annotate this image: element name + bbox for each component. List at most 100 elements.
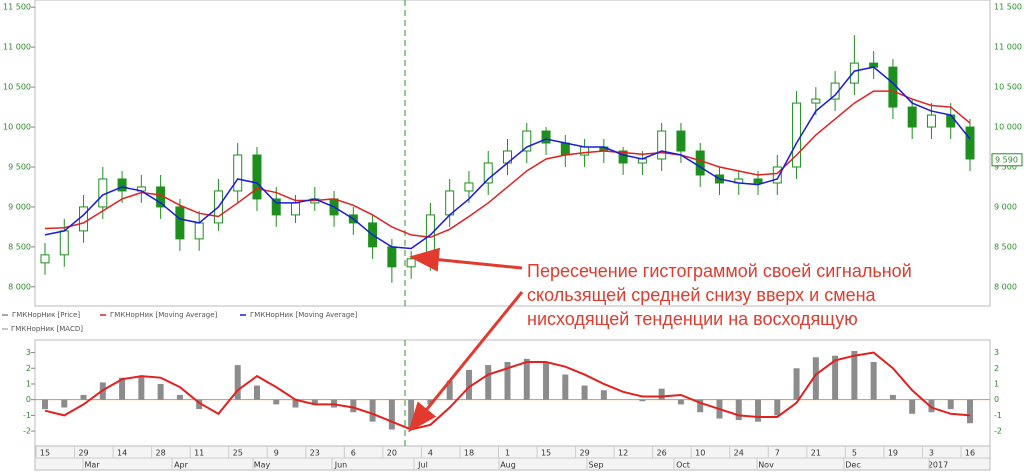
last-price-label: 9 590 [995,155,1018,164]
y-tick-label: 9 000 [8,202,31,211]
last-price-box [991,153,1023,167]
histogram-bar [967,399,973,424]
histogram-bar [465,369,472,400]
x-tick-label: 18 [464,449,474,458]
histogram-bar [292,399,299,408]
y-tick-label: 0 [26,395,31,404]
y-tick-label: 8 000 [8,282,31,291]
x-tick-label: 5 [852,449,857,458]
x-tick-label: 25 [233,449,243,458]
histogram-bar [80,394,87,400]
candle-body [522,130,532,152]
histogram-bar [61,399,68,408]
x-tick-label: 24 [734,449,744,458]
y-tick-label: 3 [26,348,31,357]
candle-body [849,62,859,84]
candle-body [387,246,397,268]
histogram-bar [253,385,260,400]
histogram-bar [273,399,280,405]
y-tick-label: 11 500 [994,3,1022,12]
x-tick-label: 29 [78,449,88,458]
candle-body [907,106,917,128]
moving-average [44,66,971,250]
histogram-bar [119,377,126,400]
y-tick-label: -2 [994,427,1002,436]
x-tick-label: 14 [117,449,127,458]
histogram-bar [658,388,665,400]
histogram-bar [870,361,877,400]
histogram-bar [523,358,530,400]
y-tick-label: 2 [994,364,999,373]
candle-body [772,166,782,184]
x-tick-label: 11 [194,449,204,458]
candle-body [40,254,50,264]
candle-body [194,222,204,240]
candle-body [117,178,127,192]
month-label: Sep [588,461,603,470]
histogram-bar [581,385,588,400]
candle-body [464,182,474,192]
candle-body [271,198,281,216]
x-tick-label: 21 [811,449,821,458]
histogram-bar [639,399,646,402]
y-tick-label: 10 500 [994,83,1022,92]
y-tick-label: -1 [23,411,31,420]
x-tick-label: 16 [965,449,975,458]
histogram-bar [600,390,607,400]
x-tick-label: 29 [579,449,589,458]
y-tick-label: 9 500 [8,162,31,171]
legend-label: ГМКНорНик [MACD] [11,325,83,333]
x-tick-label: 4 [428,449,433,458]
candle-body [888,66,898,108]
x-tick-label: 6 [351,449,356,458]
candle-body [580,146,590,156]
x-tick-label: 28 [156,449,166,458]
candle-body [753,178,763,184]
histogram-bar [928,399,935,413]
histogram-bar [677,399,684,405]
histogram-bar [388,399,395,430]
annotation-arrow [409,247,523,272]
candle-body [676,130,686,152]
candle-body [291,202,301,216]
histogram-bar [543,361,550,400]
candle-body [618,150,628,164]
candle-body [406,258,416,268]
legend-label: ГМКНорНик [Price] [12,311,80,319]
histogram-bar [176,394,183,400]
candle-body [483,162,493,184]
annotation: Пересечение гистограммой своей сигнально… [527,261,912,281]
histogram-bar [138,376,145,400]
x-tick-label: 10 [695,449,705,458]
candle-body [811,98,821,104]
histogram-bar [196,399,203,410]
candle-body [98,178,108,208]
month-label: Jul [417,461,428,470]
candle-body [175,206,185,240]
histogram-bar [562,374,569,400]
signal-line [44,351,971,431]
histogram-bar [369,399,376,422]
histogram-bar [755,399,762,422]
month-label: Apr [174,461,189,470]
x-tick-label: 15 [541,449,551,458]
y-tick-label: 11 500 [3,3,31,12]
y-tick-label: 11 000 [3,43,31,52]
candle-body [59,230,69,256]
x-tick-label: 20 [387,449,397,458]
x-tick-label: 1 [505,449,510,458]
month-label: Jun [334,461,348,470]
y-tick-label: 8 500 [8,242,31,251]
histogram-bar [735,399,742,421]
candle-body [965,126,975,160]
x-tick-label: 12 [618,449,628,458]
x-tick-label: 15 [40,449,50,458]
month-label: Dec [845,461,860,470]
y-tick-label: -2 [23,427,31,436]
annotation: нисходящей тенденции на восходящую [527,309,858,329]
histogram-bar [504,361,511,400]
candle-body [445,190,455,216]
histogram-bar [485,365,492,400]
month-label: Nov [758,461,774,470]
